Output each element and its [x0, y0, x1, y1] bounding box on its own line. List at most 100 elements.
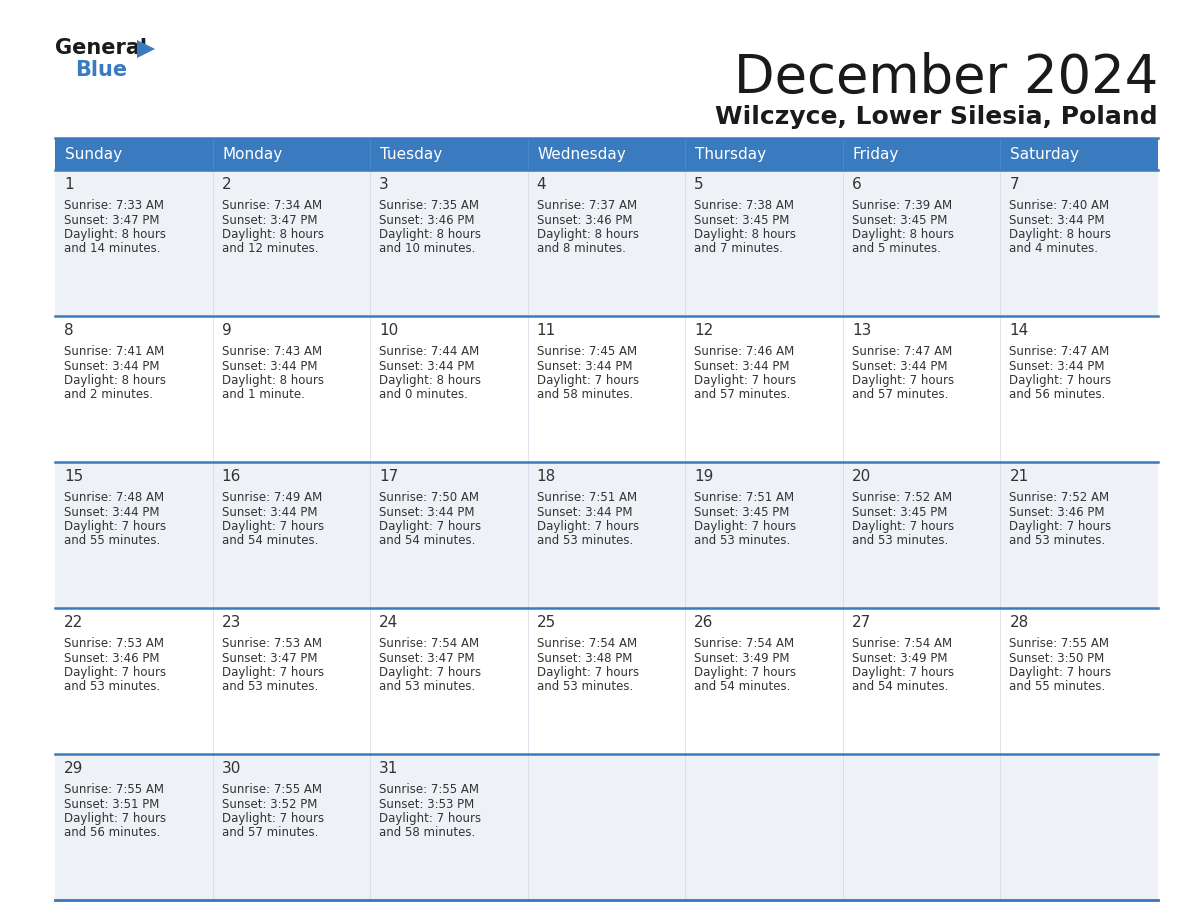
Text: and 5 minutes.: and 5 minutes.: [852, 242, 941, 255]
Text: 24: 24: [379, 615, 398, 630]
Text: Sunset: 3:44 PM: Sunset: 3:44 PM: [1010, 214, 1105, 227]
Text: and 54 minutes.: and 54 minutes.: [379, 534, 475, 547]
Text: Daylight: 7 hours: Daylight: 7 hours: [694, 666, 796, 679]
Text: 5: 5: [694, 177, 704, 192]
Text: 7: 7: [1010, 177, 1019, 192]
Text: 26: 26: [694, 615, 714, 630]
Text: Sunset: 3:44 PM: Sunset: 3:44 PM: [694, 360, 790, 373]
Text: Daylight: 8 hours: Daylight: 8 hours: [379, 228, 481, 241]
Text: 22: 22: [64, 615, 83, 630]
Text: Daylight: 7 hours: Daylight: 7 hours: [222, 666, 323, 679]
Text: Daylight: 8 hours: Daylight: 8 hours: [852, 228, 954, 241]
Text: 30: 30: [222, 761, 241, 776]
Text: 8: 8: [64, 323, 74, 338]
Text: Daylight: 7 hours: Daylight: 7 hours: [694, 520, 796, 533]
Text: and 53 minutes.: and 53 minutes.: [694, 534, 790, 547]
Text: Daylight: 8 hours: Daylight: 8 hours: [64, 374, 166, 387]
Text: 25: 25: [537, 615, 556, 630]
Text: Sunset: 3:45 PM: Sunset: 3:45 PM: [852, 506, 947, 519]
Text: Sunset: 3:49 PM: Sunset: 3:49 PM: [852, 652, 947, 665]
Text: and 53 minutes.: and 53 minutes.: [379, 680, 475, 693]
Text: Sunset: 3:47 PM: Sunset: 3:47 PM: [222, 214, 317, 227]
Text: Sunrise: 7:53 AM: Sunrise: 7:53 AM: [222, 637, 322, 650]
Text: Sunset: 3:44 PM: Sunset: 3:44 PM: [64, 360, 159, 373]
Text: Sunset: 3:52 PM: Sunset: 3:52 PM: [222, 798, 317, 811]
Text: Sunset: 3:44 PM: Sunset: 3:44 PM: [379, 360, 475, 373]
Text: and 54 minutes.: and 54 minutes.: [222, 534, 318, 547]
Text: 11: 11: [537, 323, 556, 338]
Text: and 57 minutes.: and 57 minutes.: [222, 826, 318, 839]
Text: Monday: Monday: [222, 147, 283, 162]
Bar: [55, 754, 1158, 900]
Text: Sunrise: 7:52 AM: Sunrise: 7:52 AM: [1010, 491, 1110, 504]
Text: Sunrise: 7:40 AM: Sunrise: 7:40 AM: [1010, 199, 1110, 212]
Text: and 4 minutes.: and 4 minutes.: [1010, 242, 1099, 255]
Text: Tuesday: Tuesday: [380, 147, 442, 162]
Text: Daylight: 7 hours: Daylight: 7 hours: [852, 374, 954, 387]
Text: Sunrise: 7:49 AM: Sunrise: 7:49 AM: [222, 491, 322, 504]
Text: Sunrise: 7:55 AM: Sunrise: 7:55 AM: [1010, 637, 1110, 650]
Text: Sunrise: 7:51 AM: Sunrise: 7:51 AM: [537, 491, 637, 504]
Text: Sunrise: 7:39 AM: Sunrise: 7:39 AM: [852, 199, 952, 212]
Text: 18: 18: [537, 469, 556, 484]
Text: and 53 minutes.: and 53 minutes.: [64, 680, 160, 693]
Text: Friday: Friday: [853, 147, 899, 162]
Text: Daylight: 7 hours: Daylight: 7 hours: [379, 666, 481, 679]
Text: 12: 12: [694, 323, 714, 338]
Text: and 54 minutes.: and 54 minutes.: [694, 680, 791, 693]
Text: Sunset: 3:44 PM: Sunset: 3:44 PM: [1010, 360, 1105, 373]
Text: 4: 4: [537, 177, 546, 192]
Text: Sunday: Sunday: [65, 147, 122, 162]
Text: and 8 minutes.: and 8 minutes.: [537, 242, 626, 255]
Text: and 53 minutes.: and 53 minutes.: [222, 680, 318, 693]
Text: Sunset: 3:44 PM: Sunset: 3:44 PM: [537, 360, 632, 373]
Text: Sunrise: 7:34 AM: Sunrise: 7:34 AM: [222, 199, 322, 212]
Text: Daylight: 8 hours: Daylight: 8 hours: [1010, 228, 1112, 241]
Text: Sunrise: 7:55 AM: Sunrise: 7:55 AM: [64, 783, 164, 796]
Text: Sunrise: 7:54 AM: Sunrise: 7:54 AM: [537, 637, 637, 650]
Text: Sunrise: 7:46 AM: Sunrise: 7:46 AM: [694, 345, 795, 358]
Text: and 56 minutes.: and 56 minutes.: [64, 826, 160, 839]
Text: Daylight: 7 hours: Daylight: 7 hours: [537, 666, 639, 679]
Text: Saturday: Saturday: [1011, 147, 1080, 162]
Text: Daylight: 8 hours: Daylight: 8 hours: [222, 228, 323, 241]
Text: Sunset: 3:44 PM: Sunset: 3:44 PM: [852, 360, 947, 373]
Text: Sunrise: 7:54 AM: Sunrise: 7:54 AM: [852, 637, 952, 650]
Text: Daylight: 7 hours: Daylight: 7 hours: [537, 520, 639, 533]
Text: 16: 16: [222, 469, 241, 484]
Text: 19: 19: [694, 469, 714, 484]
Text: Sunrise: 7:50 AM: Sunrise: 7:50 AM: [379, 491, 479, 504]
Text: Wednesday: Wednesday: [538, 147, 626, 162]
Text: Sunset: 3:47 PM: Sunset: 3:47 PM: [64, 214, 159, 227]
Text: Blue: Blue: [75, 60, 127, 80]
Text: 20: 20: [852, 469, 871, 484]
Text: 29: 29: [64, 761, 83, 776]
Text: 21: 21: [1010, 469, 1029, 484]
Text: Sunrise: 7:38 AM: Sunrise: 7:38 AM: [694, 199, 795, 212]
Text: Sunrise: 7:44 AM: Sunrise: 7:44 AM: [379, 345, 480, 358]
Text: General: General: [55, 38, 147, 58]
Text: December 2024: December 2024: [734, 52, 1158, 104]
Text: Daylight: 7 hours: Daylight: 7 hours: [379, 520, 481, 533]
Text: Sunset: 3:49 PM: Sunset: 3:49 PM: [694, 652, 790, 665]
Text: Sunset: 3:50 PM: Sunset: 3:50 PM: [1010, 652, 1105, 665]
Text: and 57 minutes.: and 57 minutes.: [694, 388, 791, 401]
Text: Daylight: 8 hours: Daylight: 8 hours: [537, 228, 639, 241]
Text: Sunset: 3:44 PM: Sunset: 3:44 PM: [379, 506, 475, 519]
Text: Sunset: 3:47 PM: Sunset: 3:47 PM: [222, 652, 317, 665]
Text: Sunrise: 7:43 AM: Sunrise: 7:43 AM: [222, 345, 322, 358]
Text: Sunset: 3:46 PM: Sunset: 3:46 PM: [1010, 506, 1105, 519]
Bar: [55, 170, 1158, 316]
Bar: [55, 138, 1158, 170]
Text: and 58 minutes.: and 58 minutes.: [379, 826, 475, 839]
Text: Daylight: 8 hours: Daylight: 8 hours: [379, 374, 481, 387]
Text: 23: 23: [222, 615, 241, 630]
Text: Sunrise: 7:47 AM: Sunrise: 7:47 AM: [1010, 345, 1110, 358]
Text: and 2 minutes.: and 2 minutes.: [64, 388, 153, 401]
Text: Sunset: 3:45 PM: Sunset: 3:45 PM: [852, 214, 947, 227]
Text: and 53 minutes.: and 53 minutes.: [1010, 534, 1106, 547]
Text: Daylight: 7 hours: Daylight: 7 hours: [222, 812, 323, 825]
Text: Sunset: 3:53 PM: Sunset: 3:53 PM: [379, 798, 474, 811]
Text: Daylight: 7 hours: Daylight: 7 hours: [694, 374, 796, 387]
Text: and 53 minutes.: and 53 minutes.: [537, 534, 633, 547]
